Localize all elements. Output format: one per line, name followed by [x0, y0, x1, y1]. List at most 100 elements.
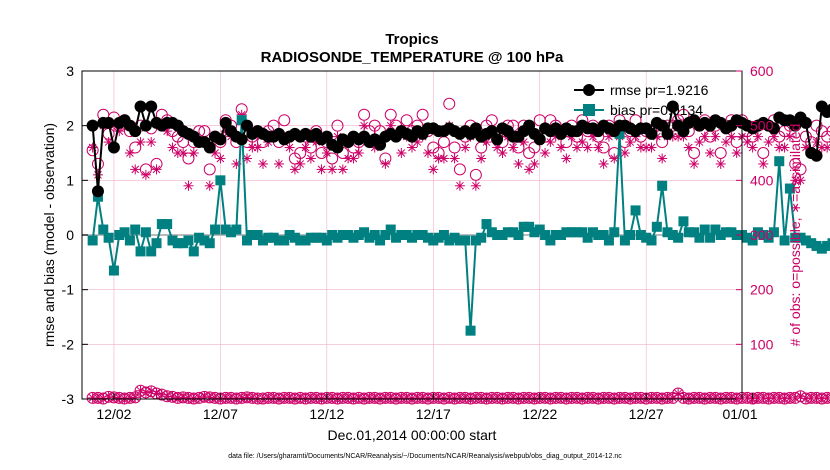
obs-assimilated-point	[476, 153, 487, 164]
obs-assimilated-low-point-stroke	[120, 394, 129, 403]
legend-rmse-label: rmse pr=1.9216	[610, 82, 709, 98]
bias-point	[391, 232, 402, 243]
obs-assimilated-point-stroke	[205, 181, 214, 190]
bias-point	[375, 235, 386, 246]
obs-assimilated-low-point	[391, 393, 402, 404]
rmse-point	[767, 122, 780, 135]
obs-assimilated-low-point-stroke	[142, 388, 150, 397]
obs-assimilated-point	[715, 158, 726, 169]
obs-assimilated-low-point	[710, 392, 721, 403]
obs-assimilated-low-point	[619, 392, 630, 403]
obs-assimilated-low-point	[178, 392, 189, 403]
obs-assimilated-point-stroke	[104, 138, 113, 146]
x-tick-label: 12/12	[309, 406, 344, 422]
bias-point	[220, 224, 231, 235]
obs-assimilated-low-point-stroke	[360, 394, 368, 403]
bias-point	[257, 235, 268, 246]
obs-assimilated-point	[726, 131, 737, 142]
obs-assimilated-point	[449, 153, 460, 164]
y-tick-label-left: 3	[66, 63, 74, 79]
obs-possible-point	[443, 97, 456, 110]
obs-assimilated-point	[540, 148, 551, 158]
obs-assimilated-point-stroke	[658, 154, 667, 163]
obs-assimilated-point	[460, 142, 471, 153]
bias-point	[156, 219, 167, 230]
obs-assimilated-point	[556, 142, 567, 153]
bias-point	[417, 230, 428, 240]
obs-assimilated-point	[178, 148, 189, 158]
obs-assimilated-low-point-stroke	[173, 394, 182, 402]
bias-point	[694, 232, 705, 243]
bias-point	[742, 232, 753, 243]
obs-assimilated-point	[359, 120, 370, 131]
obs-assimilated-low-point-stroke	[802, 394, 810, 403]
rmse-point	[661, 127, 674, 140]
bias-point	[784, 183, 795, 194]
legend-bias-marker	[583, 104, 595, 116]
axes-layer: 3 2 1 0 -1 -2 -3 600 500 400 300 200 100 0 12/02 12/07 1…	[62, 63, 774, 422]
obs-assimilated-low-point	[449, 393, 460, 404]
obs-assimilated-point-stroke	[259, 160, 267, 168]
bias-point	[135, 246, 146, 257]
obs-assimilated-low-point-stroke	[626, 394, 635, 403]
x-tick-label: 12/17	[416, 406, 451, 422]
obs-assimilated-low-point-stroke	[376, 394, 384, 403]
obs-possible-point	[129, 141, 142, 154]
obs-assimilated-point-stroke	[780, 143, 789, 152]
obs-assimilated-low-point-stroke	[126, 394, 134, 402]
obs-possible-point	[448, 141, 461, 154]
obs-assimilated-low-point	[183, 392, 194, 403]
obs-assimilated-low-point	[407, 393, 417, 404]
obs-assimilated-low-point	[257, 393, 268, 404]
obs-assimilated-point	[710, 131, 721, 142]
y-tick-label-left: -3	[62, 391, 75, 407]
bias-point	[353, 230, 364, 240]
obs-assimilated-point-stroke	[743, 138, 752, 146]
bias-point	[412, 230, 423, 240]
obs-assimilated-low-point	[508, 392, 519, 403]
bias-point	[603, 235, 614, 246]
obs-assimilated-point	[646, 142, 657, 153]
obs-assimilated-point-stroke	[690, 160, 698, 168]
obs-assimilated-point	[454, 180, 465, 191]
bias-point	[790, 232, 801, 243]
obs-assimilated-low-point	[140, 387, 151, 398]
obs-assimilated-point-stroke	[562, 154, 571, 163]
obs-assimilated-point	[284, 142, 295, 153]
obs-assimilated-low-point	[284, 392, 295, 403]
obs-assimilated-point-stroke	[168, 143, 177, 152]
obs-assimilated-point-stroke	[126, 149, 134, 157]
obs-assimilated-low-point	[678, 392, 689, 403]
obs-assimilated-low-point	[401, 392, 412, 403]
obs-assimilated-low-point-stroke	[147, 387, 156, 396]
obs-assimilated-low-point	[353, 392, 364, 403]
bias-point	[204, 238, 215, 249]
obs-assimilated-low-point	[210, 392, 221, 403]
obs-assimilated-low-point	[369, 392, 380, 403]
obs-assimilated-low-point	[556, 392, 567, 403]
y-tick-label-right: 400	[750, 172, 774, 188]
obs-assimilated-low-point	[779, 393, 790, 404]
y-tick-label-left: 0	[66, 227, 74, 243]
obs-assimilated-point	[295, 158, 306, 169]
bias-point	[407, 232, 417, 243]
obs-assimilated-low-point-stroke	[275, 394, 283, 403]
obs-possible-point	[182, 152, 195, 165]
obs-assimilated-point-stroke	[610, 154, 619, 163]
obs-possible-point	[358, 108, 371, 121]
bias-point	[822, 240, 830, 251]
bias-point	[582, 232, 593, 243]
obs-assimilated-point-stroke	[461, 143, 470, 152]
obs-assimilated-low-point	[327, 392, 338, 403]
bias-point	[167, 235, 178, 246]
obs-assimilated-low-point	[247, 392, 258, 403]
obs-assimilated-low-point-stroke	[99, 394, 108, 403]
obs-assimilated-low-point-stroke	[764, 394, 773, 403]
bias-point	[226, 227, 237, 238]
obs-assimilated-low-point	[268, 392, 279, 403]
rmse-point	[235, 133, 248, 146]
bias-point	[98, 224, 109, 235]
obs-assimilated-low-point-stroke	[333, 394, 342, 403]
obs-assimilated-low-point	[226, 392, 237, 403]
bias-point	[194, 232, 205, 243]
